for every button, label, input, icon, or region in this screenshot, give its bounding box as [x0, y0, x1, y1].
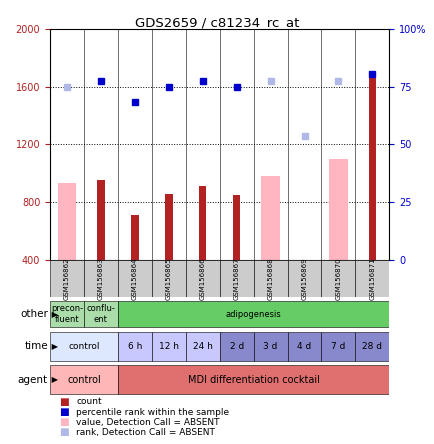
Text: 6 h: 6 h: [127, 342, 142, 351]
Text: agent: agent: [18, 375, 48, 385]
Bar: [118, 332, 151, 361]
Text: GSM156865: GSM156865: [165, 258, 171, 300]
Text: ▶: ▶: [49, 375, 58, 384]
Bar: [287, 260, 321, 297]
Text: GSM156862: GSM156862: [64, 258, 70, 300]
Bar: [131, 215, 138, 260]
Text: GSM156869: GSM156869: [301, 257, 307, 300]
Text: conflu-
ent: conflu- ent: [86, 305, 115, 324]
Bar: [261, 176, 279, 260]
Text: 7 d: 7 d: [330, 342, 345, 351]
Bar: [321, 332, 355, 361]
Bar: [198, 186, 206, 260]
Text: percentile rank within the sample: percentile rank within the sample: [76, 408, 229, 416]
Text: 12 h: 12 h: [158, 342, 178, 351]
Bar: [164, 194, 172, 260]
Text: 3 d: 3 d: [263, 342, 277, 351]
Bar: [97, 180, 105, 260]
Text: GSM156868: GSM156868: [267, 257, 273, 300]
Bar: [253, 332, 287, 361]
Text: control: control: [67, 375, 101, 385]
Text: adipogenesis: adipogenesis: [225, 309, 281, 319]
Text: GSM156867: GSM156867: [233, 257, 239, 300]
Bar: [253, 260, 287, 297]
Text: 2 d: 2 d: [229, 342, 243, 351]
Text: GSM156871: GSM156871: [368, 257, 375, 300]
Text: GSM156870: GSM156870: [335, 257, 341, 300]
Bar: [185, 260, 219, 297]
Text: MDI differentiation cocktail: MDI differentiation cocktail: [187, 375, 319, 385]
Bar: [118, 365, 388, 394]
Text: count: count: [76, 397, 102, 406]
Bar: [50, 365, 118, 394]
Bar: [287, 332, 321, 361]
Text: ■: ■: [59, 407, 68, 417]
Bar: [355, 332, 388, 361]
Bar: [295, 260, 313, 266]
Bar: [368, 78, 375, 260]
Text: ■: ■: [59, 397, 68, 407]
Text: 28 d: 28 d: [362, 342, 381, 351]
Text: ▶: ▶: [49, 342, 58, 351]
Text: 24 h: 24 h: [192, 342, 212, 351]
Text: precon-
fluent: precon- fluent: [51, 305, 83, 324]
Text: ▶: ▶: [49, 309, 58, 319]
Text: 4 d: 4 d: [297, 342, 311, 351]
Bar: [151, 260, 185, 297]
Bar: [219, 332, 253, 361]
Text: GSM156864: GSM156864: [132, 258, 138, 300]
Bar: [84, 260, 118, 297]
Text: other: other: [20, 309, 48, 319]
Bar: [355, 260, 388, 297]
Bar: [118, 260, 151, 297]
Bar: [329, 159, 347, 260]
Bar: [151, 332, 185, 361]
Text: rank, Detection Call = ABSENT: rank, Detection Call = ABSENT: [76, 428, 214, 437]
Text: control: control: [68, 342, 99, 351]
Bar: [118, 301, 388, 327]
Bar: [321, 260, 355, 297]
Bar: [50, 260, 84, 297]
Bar: [58, 183, 76, 260]
Bar: [185, 332, 219, 361]
Bar: [219, 260, 253, 297]
Text: GSM156863: GSM156863: [98, 257, 104, 300]
Text: GSM156866: GSM156866: [199, 257, 205, 300]
Text: time: time: [24, 341, 48, 351]
Bar: [84, 301, 118, 327]
Text: ■: ■: [59, 428, 68, 437]
Text: ■: ■: [59, 417, 68, 427]
Bar: [50, 301, 84, 327]
Bar: [232, 195, 240, 260]
Text: GDS2659 / c81234_rc_at: GDS2659 / c81234_rc_at: [135, 16, 299, 28]
Bar: [50, 332, 118, 361]
Text: value, Detection Call = ABSENT: value, Detection Call = ABSENT: [76, 418, 219, 427]
